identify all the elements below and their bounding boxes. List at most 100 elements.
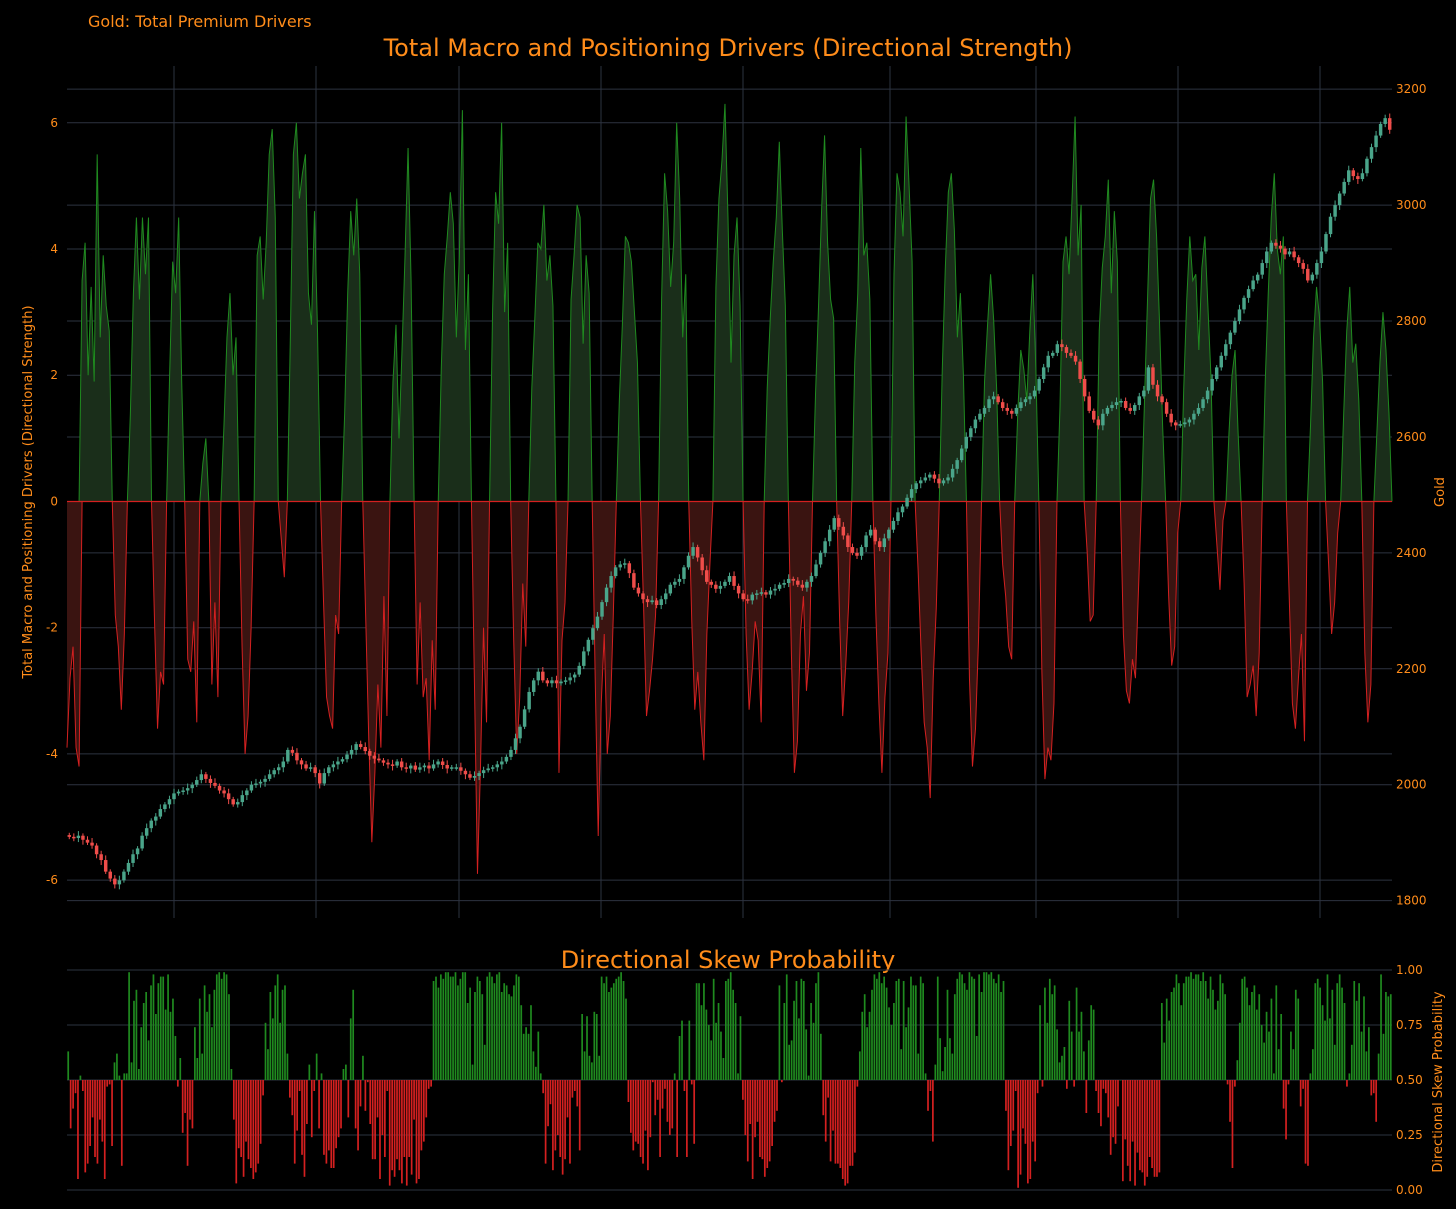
candle-body — [618, 564, 622, 568]
skew-bar — [520, 1005, 523, 1080]
candle-body — [664, 593, 668, 600]
skew-bar — [1326, 974, 1329, 1080]
candle-body — [1069, 352, 1073, 356]
candle-body — [1055, 344, 1060, 353]
candle-body — [381, 760, 386, 763]
skew-bar — [539, 1073, 542, 1080]
gold-candle — [850, 543, 855, 556]
candle-body — [509, 749, 513, 757]
gold-candle — [140, 832, 144, 851]
skew-bar — [1212, 989, 1214, 1080]
skew-bar — [856, 1080, 859, 1087]
skew-bar — [871, 989, 873, 1080]
gold-candle — [172, 788, 176, 805]
candle-body — [395, 761, 399, 766]
skew-bar — [844, 1080, 847, 1186]
skew-bar — [240, 1080, 243, 1157]
gold-candle — [750, 592, 754, 605]
skew-bar — [398, 1080, 401, 1171]
skew-bar — [1380, 974, 1382, 1080]
skew-bar — [1005, 1080, 1007, 1111]
gold-candle — [682, 565, 686, 584]
skew-bar — [537, 1031, 540, 1080]
skew-bar — [140, 1027, 143, 1080]
candle-body — [222, 790, 226, 794]
skew-bar — [1372, 1080, 1375, 1094]
gold-candle — [304, 760, 308, 771]
gold-candle — [987, 395, 991, 413]
skew-bar — [486, 976, 489, 1080]
gold-candle — [709, 579, 714, 588]
skew-bar — [661, 1080, 664, 1109]
skew-bar — [593, 1011, 596, 1080]
candle-body — [568, 677, 572, 681]
candle-body — [768, 590, 773, 595]
candle-body — [399, 761, 404, 768]
skew-bar — [72, 1080, 74, 1109]
gold-candle — [1055, 340, 1060, 357]
candle-body — [1210, 378, 1214, 391]
skew-bar — [1019, 1080, 1022, 1175]
skew-bar — [79, 1075, 82, 1080]
skew-bar — [746, 1080, 749, 1162]
candle-body — [140, 835, 144, 849]
candle-body — [1292, 251, 1296, 258]
gold-candle — [1269, 240, 1274, 254]
gold-candle — [1219, 352, 1223, 371]
skew-bar — [517, 976, 520, 1080]
skew-bar — [1304, 1080, 1307, 1164]
gold-candle — [714, 581, 718, 593]
candle-body — [882, 538, 887, 548]
skew-bar — [576, 1080, 579, 1107]
skew-bar — [301, 1080, 303, 1155]
candle-body — [868, 529, 873, 536]
skew-bar — [1265, 1011, 1268, 1080]
skew-bar — [941, 1071, 944, 1080]
candle-body — [859, 547, 864, 556]
candle-body — [627, 563, 632, 574]
skew-bar — [939, 1038, 942, 1080]
gold-candle — [181, 787, 185, 795]
gold-candle — [1369, 143, 1374, 163]
skew-bar — [325, 1080, 328, 1164]
skew-bar — [846, 1080, 849, 1184]
candle-body — [1301, 263, 1305, 269]
skew-y-tick-label: 0.50 — [1396, 1073, 1423, 1087]
skew-bar — [742, 1080, 744, 1100]
skew-bar — [77, 1080, 79, 1179]
candle-body — [1169, 413, 1173, 423]
skew-bar — [634, 1080, 637, 1142]
gold-candle — [800, 580, 805, 591]
gold-candle — [358, 740, 363, 750]
skew-bar — [642, 1080, 644, 1164]
drivers-y-tick-label: 4 — [50, 242, 58, 256]
skew-bar — [444, 972, 447, 1080]
skew-bar — [659, 1080, 661, 1157]
candle-body — [887, 529, 891, 539]
skew-bar — [1034, 1080, 1037, 1162]
gold-candle — [190, 782, 194, 794]
gold-candle — [72, 833, 76, 842]
candle-body — [604, 587, 609, 603]
gold-candle — [964, 432, 968, 452]
skew-bar — [1036, 1080, 1039, 1094]
skew-bar — [564, 1080, 566, 1160]
candle-body — [185, 788, 190, 791]
skew-bar — [111, 1080, 113, 1146]
skew-bar — [1170, 992, 1173, 1080]
candle-body — [1306, 268, 1310, 281]
candle-body — [404, 767, 408, 769]
skew-bar — [513, 985, 515, 1080]
candle-body — [900, 506, 905, 513]
gold-candle — [167, 795, 172, 809]
gold-candle — [1119, 398, 1123, 408]
skew-bar — [849, 1080, 851, 1166]
gold-candle — [1306, 264, 1310, 283]
skew-bar — [883, 976, 886, 1080]
candle-body — [327, 767, 331, 774]
candle-body — [1328, 216, 1333, 235]
skew-bar — [707, 1025, 710, 1080]
skew-bar — [1255, 1009, 1258, 1080]
candle-body — [126, 862, 131, 872]
gold-candle — [272, 767, 276, 778]
